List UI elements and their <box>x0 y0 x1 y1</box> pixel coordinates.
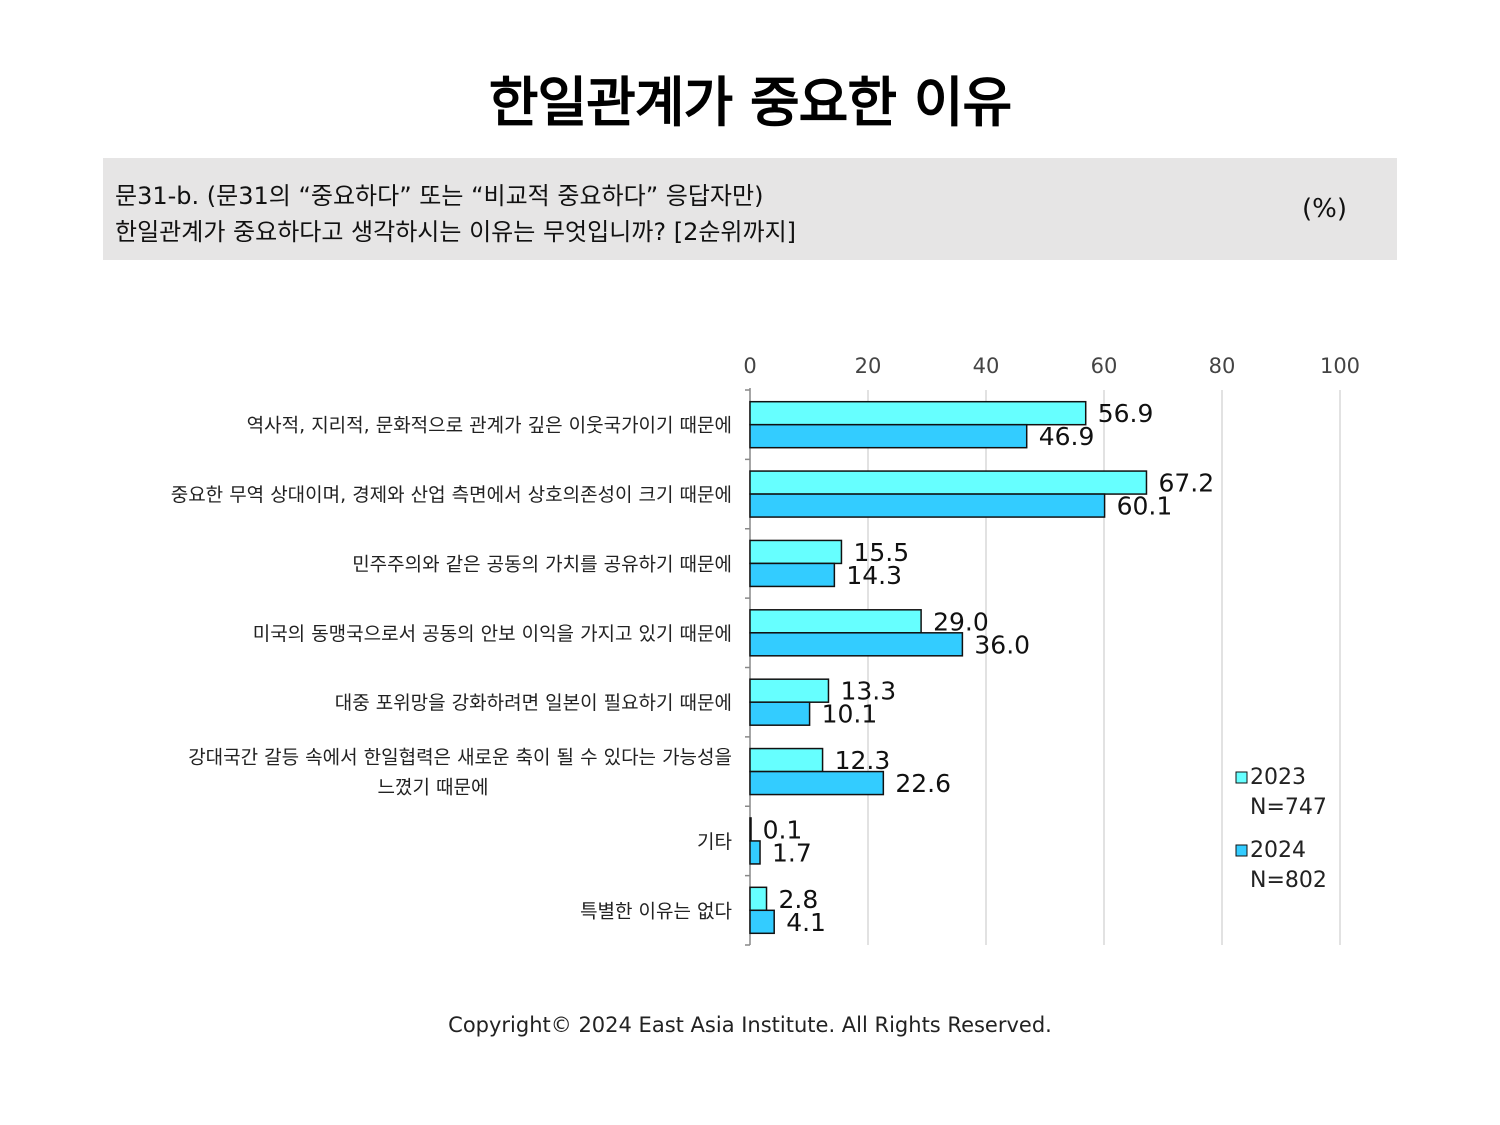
data-label-2024: 36.0 <box>974 630 1030 659</box>
unit-label: (%) <box>1302 194 1347 224</box>
data-label-2024: 1.7 <box>772 838 812 867</box>
data-label-2023: 56.9 <box>1098 399 1154 428</box>
bar-2024 <box>749 423 1028 449</box>
bar-2024 <box>749 770 885 796</box>
bar-2023 <box>749 400 1087 426</box>
bar-2023 <box>749 886 768 912</box>
bar-2023 <box>749 747 824 773</box>
bar-2024 <box>749 840 761 865</box>
question-line-2: 한일관계가 중요하다고 생각하시는 이유는 무엇입니까? [2순위까지] <box>115 218 797 246</box>
category-label: 미국의 동맹국으로서 공동의 안보 이익을 가지고 있기 때문에 <box>253 623 732 645</box>
data-label-2024: 60.1 <box>1117 492 1173 521</box>
data-label-2024: 4.1 <box>786 908 826 937</box>
legend-label-2023: 2023 <box>1250 765 1306 790</box>
data-label-2024: 10.1 <box>822 700 878 729</box>
data-label-2023: 2.8 <box>779 885 819 914</box>
legend-swatch-2024 <box>1235 844 1248 857</box>
data-label-2024: 46.9 <box>1039 422 1095 451</box>
data-label-2023: 12.3 <box>835 746 891 775</box>
copyright-footer: Copyright© 2024 East Asia Institute. All… <box>448 1013 1052 1037</box>
category-label: 강대국간 갈등 속에서 한일협력은 새로운 축이 될 수 있다는 가능성을 <box>188 747 732 769</box>
chart-title: 한일관계가 중요한 이유 <box>488 71 1012 134</box>
legend-sample-2024: N=802 <box>1250 868 1327 893</box>
category-label: 느꼈기 때문에 <box>378 777 489 799</box>
x-tick-label: 80 <box>1209 354 1236 378</box>
legend-swatch-2023 <box>1235 771 1248 784</box>
category-label: 민주주의와 같은 공동의 가치를 공유하기 때문에 <box>352 553 732 575</box>
bar-2024 <box>749 562 836 588</box>
category-label: 대중 포위망을 강화하려면 일본이 필요하기 때문에 <box>335 692 732 714</box>
x-tick-label: 0 <box>743 354 756 378</box>
question-line-1: 문31-b. (문31의 “중요하다” 또는 “비교적 중요하다” 응답자만) <box>115 182 764 210</box>
x-tick-label: 100 <box>1320 354 1360 378</box>
data-label-2023: 67.2 <box>1158 469 1214 498</box>
data-label-2023: 0.1 <box>763 815 803 844</box>
bar-2024 <box>749 909 775 935</box>
bar-2023 <box>749 817 752 842</box>
bar-2023 <box>749 678 830 703</box>
x-tick-label: 60 <box>1091 354 1118 378</box>
category-label: 중요한 무역 상대이며, 경제와 산업 측면에서 상호의존성이 크기 때문에 <box>171 484 732 506</box>
data-label-2023: 13.3 <box>840 677 896 706</box>
bar-2023 <box>749 539 843 565</box>
category-label: 역사적, 지리적, 문화적으로 관계가 깊은 이웃국가이기 때문에 <box>247 415 732 437</box>
legend-label-2024: 2024 <box>1250 838 1306 863</box>
data-label-2023: 29.0 <box>933 607 989 636</box>
bar-2023 <box>749 609 922 634</box>
data-label-2024: 14.3 <box>846 561 902 590</box>
data-label-2023: 15.5 <box>853 538 909 567</box>
x-tick-label: 40 <box>973 354 1000 378</box>
bar-2024 <box>749 632 964 657</box>
data-label-2024: 22.6 <box>895 769 951 798</box>
question-box: 문31-b. (문31의 “중요하다” 또는 “비교적 중요하다” 응답자만) … <box>103 158 1397 260</box>
bar-2023 <box>749 470 1148 495</box>
legend-sample-2023: N=747 <box>1250 795 1327 820</box>
category-label: 기타 <box>697 831 732 853</box>
x-tick-label: 20 <box>855 354 882 378</box>
bar-chart: 0 20 40 60 80 100 역사적, 지리적, 문화적으로 관계가 깊은 이웃국가이… <box>171 354 1360 946</box>
category-label: 특별한 이유는 없다 <box>580 900 732 922</box>
bar-2024 <box>749 493 1106 518</box>
bar-2024 <box>749 701 811 726</box>
